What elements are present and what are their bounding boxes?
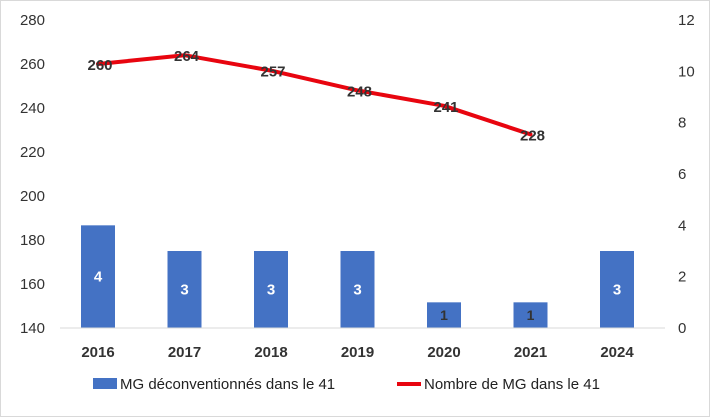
left-axis-tick-label: 160 <box>20 276 45 293</box>
right-axis: 0 2 4 6 8 10 12 <box>678 12 695 337</box>
right-axis-tick-label: 8 <box>678 115 686 132</box>
bar-data-label: 4 <box>94 269 103 286</box>
right-axis-tick-label: 12 <box>678 12 695 29</box>
left-axis-tick-label: 200 <box>20 188 45 205</box>
category-tick-label: 2016 <box>81 344 114 361</box>
bar <box>513 302 548 328</box>
left-axis-tick-label: 140 <box>20 320 45 337</box>
line-data-labels: 260 264 257 248 241 228 <box>87 48 545 144</box>
bar <box>81 225 115 328</box>
left-axis-tick-label: 260 <box>20 56 45 73</box>
right-axis-tick-label: 0 <box>678 320 686 337</box>
bar-data-label: 1 <box>440 307 448 323</box>
bar-data-label: 3 <box>353 282 361 299</box>
category-tick-label: 2017 <box>168 344 201 361</box>
right-axis-tick-label: 2 <box>678 269 686 286</box>
left-axis-tick-label: 280 <box>20 12 45 29</box>
left-axis-tick-label: 220 <box>20 144 45 161</box>
line-data-label: 257 <box>260 64 285 81</box>
line-data-label: 264 <box>174 48 200 65</box>
legend-bar-swatch <box>93 378 117 389</box>
legend-bar-label: MG déconventionnés dans le 41 <box>120 376 335 393</box>
bar-data-label: 1 <box>527 307 535 323</box>
line-data-label: 248 <box>347 83 372 100</box>
bar-data-label: 3 <box>613 282 621 299</box>
bar <box>600 251 634 328</box>
bar-series <box>81 225 634 328</box>
bar <box>340 251 375 328</box>
bar <box>427 302 461 328</box>
bar-data-label: 3 <box>267 282 275 299</box>
category-tick-label: 2021 <box>514 344 547 361</box>
series-line <box>96 53 533 137</box>
category-tick-label: 2024 <box>600 344 634 361</box>
category-tick-label: 2018 <box>254 344 287 361</box>
right-axis-tick-label: 10 <box>678 63 695 80</box>
right-axis-tick-label: 6 <box>678 166 686 183</box>
category-tick-label: 2019 <box>341 344 374 361</box>
bar-data-label: 3 <box>180 282 188 299</box>
legend-line-label: Nombre de MG dans le 41 <box>424 376 600 393</box>
category-axis: 2016 2017 2018 2019 2020 2021 2024 <box>81 344 634 361</box>
left-axis-tick-label: 240 <box>20 100 45 117</box>
left-axis: 140 160 180 200 220 240 260 280 <box>20 12 45 337</box>
legend: MG déconventionnés dans le 41 Nombre de … <box>93 376 600 393</box>
bar <box>167 251 202 328</box>
bar-data-labels: 4 3 3 3 1 1 3 <box>94 269 621 324</box>
line-data-label: 228 <box>520 127 545 144</box>
line-data-label: 241 <box>433 99 458 116</box>
right-axis-tick-label: 4 <box>678 217 686 234</box>
left-axis-tick-label: 180 <box>20 232 45 249</box>
category-tick-label: 2020 <box>427 344 460 361</box>
bar <box>254 251 288 328</box>
line-series <box>96 53 533 137</box>
line-data-label: 260 <box>87 57 112 74</box>
